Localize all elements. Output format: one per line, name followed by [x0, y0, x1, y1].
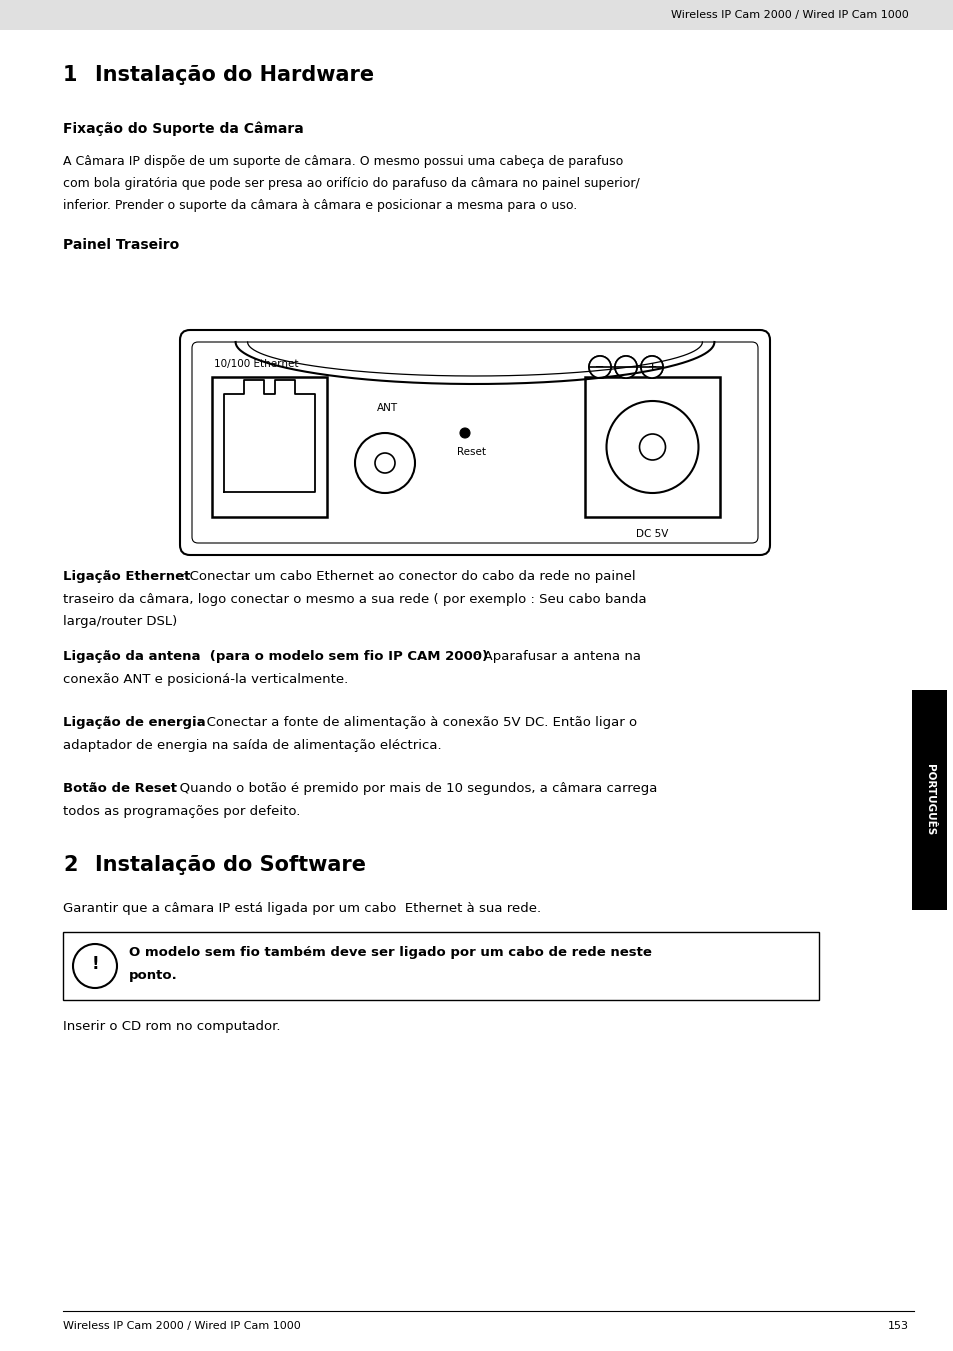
Text: Wireless IP Cam 2000 / Wired IP Cam 1000: Wireless IP Cam 2000 / Wired IP Cam 1000 [671, 9, 908, 20]
Text: +: + [647, 362, 656, 372]
Text: Botão de Reset: Botão de Reset [63, 782, 177, 794]
Text: larga/router DSL): larga/router DSL) [63, 615, 177, 628]
Text: −: − [595, 362, 604, 372]
Text: ANT: ANT [376, 403, 397, 413]
Text: : Conectar um cabo Ethernet ao conector do cabo da rede no painel: : Conectar um cabo Ethernet ao conector … [181, 570, 635, 584]
Circle shape [606, 401, 698, 493]
Bar [911, 690, 946, 911]
Circle shape [375, 453, 395, 473]
FancyBboxPatch shape [180, 330, 769, 555]
Text: com bola giratória que pode ser presa ao orifício do parafuso da câmara no paine: com bola giratória que pode ser presa ao… [63, 177, 639, 190]
Text: adaptador de energia na saída de alimentação eléctrica.: adaptador de energia na saída de aliment… [63, 739, 441, 751]
Text: Garantir que a câmara IP está ligada por um cabo  Ethernet à sua rede.: Garantir que a câmara IP está ligada por… [63, 902, 540, 915]
Text: : Quando o botão é premido por mais de 10 segundos, a câmara carrega: : Quando o botão é premido por mais de 1… [171, 782, 657, 794]
Circle shape [588, 357, 610, 378]
FancyBboxPatch shape [192, 342, 758, 543]
Text: 153: 153 [887, 1321, 908, 1331]
Text: inferior. Prender o suporte da câmara à câmara e posicionar a mesma para o uso.: inferior. Prender o suporte da câmara à … [63, 199, 577, 212]
Text: : Aparafusar a antena na: : Aparafusar a antena na [475, 650, 640, 663]
Text: ponto.: ponto. [129, 969, 177, 981]
Text: +: + [647, 362, 656, 372]
Text: Ligação da antena  (para o modelo sem fio IP CAM 2000): Ligação da antena (para o modelo sem fio… [63, 650, 488, 663]
Text: Inserir o CD rom no computador.: Inserir o CD rom no computador. [63, 1020, 280, 1034]
Text: O modelo sem fio também deve ser ligado por um cabo de rede neste: O modelo sem fio também deve ser ligado … [129, 946, 651, 959]
Text: Instalação do Software: Instalação do Software [95, 855, 366, 875]
Circle shape [615, 357, 637, 378]
Bar [0, 0, 953, 30]
Text: 2: 2 [63, 855, 77, 875]
Bar [63, 932, 818, 1000]
Text: !: ! [91, 955, 99, 973]
Bar [584, 377, 720, 517]
Text: 10/100 Ethernet: 10/100 Ethernet [213, 359, 298, 369]
Text: Fixação do Suporte da Câmara: Fixação do Suporte da Câmara [63, 122, 303, 136]
Circle shape [355, 434, 415, 493]
Circle shape [459, 428, 470, 438]
Circle shape [73, 944, 117, 988]
Text: Ligação Ethernet: Ligação Ethernet [63, 570, 191, 584]
Bar [212, 377, 327, 517]
Text: −: − [595, 362, 604, 372]
Circle shape [640, 357, 662, 378]
Circle shape [639, 434, 665, 459]
Text: todos as programações por defeito.: todos as programações por defeito. [63, 804, 300, 817]
Text: Instalação do Hardware: Instalação do Hardware [95, 65, 374, 85]
Text: traseiro da câmara, logo conectar o mesmo a sua rede ( por exemplo : Seu cabo ba: traseiro da câmara, logo conectar o mesm… [63, 593, 646, 605]
Circle shape [615, 357, 637, 378]
Text: A Câmara IP dispõe de um suporte de câmara. O mesmo possui uma cabeça de parafus: A Câmara IP dispõe de um suporte de câma… [63, 155, 622, 168]
Text: : Conectar a fonte de alimentação à conexão 5V DC. Então ligar o: : Conectar a fonte de alimentação à cone… [198, 716, 637, 730]
Text: Reset: Reset [456, 447, 485, 457]
Text: conexão ANT e posicioná-la verticalmente.: conexão ANT e posicioná-la verticalmente… [63, 673, 348, 685]
Circle shape [588, 357, 610, 378]
Text: Painel Traseiro: Painel Traseiro [63, 238, 179, 253]
Text: DC 5V: DC 5V [636, 530, 668, 539]
Text: Wireless IP Cam 2000 / Wired IP Cam 1000: Wireless IP Cam 2000 / Wired IP Cam 1000 [63, 1321, 300, 1331]
Text: 1: 1 [63, 65, 77, 85]
Text: Ligação de energia: Ligação de energia [63, 716, 206, 730]
Circle shape [640, 357, 662, 378]
Text: PORTUGUÊS: PORTUGUÊS [923, 765, 934, 836]
